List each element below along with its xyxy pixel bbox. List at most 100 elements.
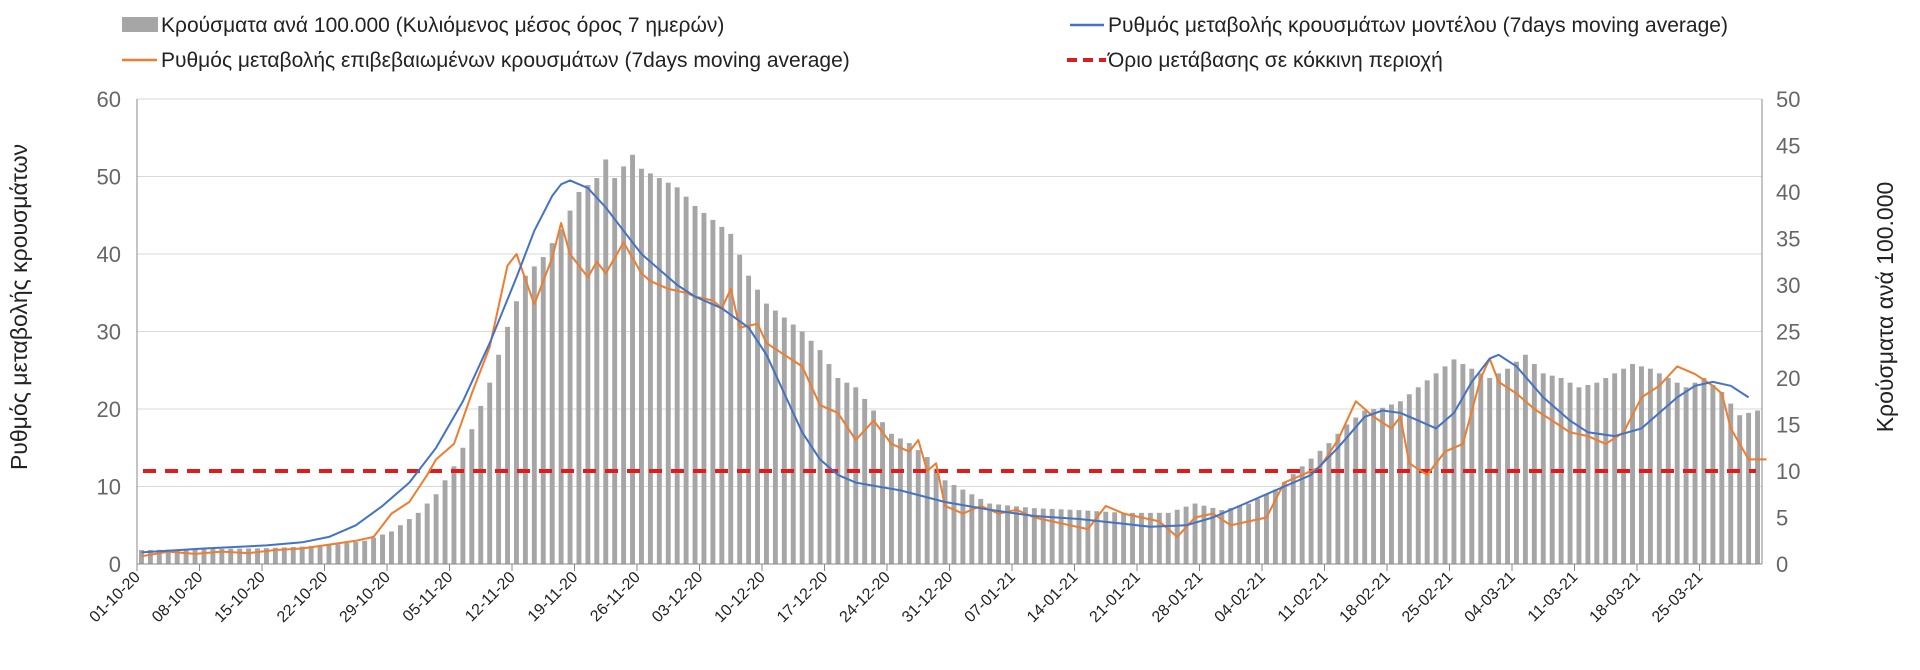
bar xyxy=(371,537,377,564)
bar xyxy=(1121,512,1127,564)
bar xyxy=(192,549,198,564)
bar xyxy=(1505,368,1510,564)
bar xyxy=(451,466,457,564)
bar xyxy=(1701,378,1707,564)
bar xyxy=(1442,366,1448,564)
bar xyxy=(826,364,832,564)
bar xyxy=(156,549,162,564)
confirmed-rate-line xyxy=(141,222,1767,558)
legend-label-bars: Κρούσματα ανά 100.000 (Κυλιόμενος μέσος … xyxy=(161,14,724,37)
x-tick-label: 25-03-21 xyxy=(1649,569,1706,626)
bar xyxy=(1362,410,1368,564)
bar xyxy=(139,550,144,564)
bar xyxy=(862,398,868,564)
bar xyxy=(505,326,510,564)
bar xyxy=(255,548,260,564)
right-tick-label: 35 xyxy=(1776,227,1800,252)
bar xyxy=(397,525,403,564)
bar xyxy=(147,549,153,564)
bar xyxy=(1130,512,1135,564)
bar xyxy=(1397,401,1403,564)
bar xyxy=(1290,474,1296,564)
right-tick-label: 50 xyxy=(1776,87,1800,112)
bar xyxy=(567,210,573,564)
bar xyxy=(344,543,350,564)
bar xyxy=(424,503,430,564)
bar xyxy=(1478,373,1484,564)
bar xyxy=(656,178,662,565)
bar xyxy=(1746,412,1752,564)
bar xyxy=(540,257,546,564)
x-tick-label: 14-01-21 xyxy=(1024,569,1081,626)
bar xyxy=(1014,506,1019,564)
bar xyxy=(915,450,921,564)
x-tick-label: 04-02-21 xyxy=(1212,569,1269,626)
bar xyxy=(1612,373,1618,564)
bar xyxy=(772,310,778,564)
bar xyxy=(1639,366,1644,564)
bar xyxy=(1165,512,1171,564)
bar xyxy=(1451,359,1457,564)
bar xyxy=(219,548,225,564)
x-tick-label: 22-10-20 xyxy=(274,569,331,626)
bar xyxy=(1371,409,1377,564)
x-tick-label: 18-03-21 xyxy=(1587,569,1644,626)
bar xyxy=(1228,507,1234,564)
x-tick-label: 26-11-20 xyxy=(587,569,644,626)
bar xyxy=(1433,373,1439,564)
bar xyxy=(1255,498,1260,564)
bar xyxy=(1201,505,1207,564)
bar xyxy=(719,226,725,564)
bar xyxy=(469,429,475,564)
bar xyxy=(1335,433,1341,564)
bar xyxy=(1567,382,1573,564)
right-tick-label: 15 xyxy=(1776,413,1800,438)
bar xyxy=(460,447,466,564)
bar xyxy=(1710,384,1716,564)
bar xyxy=(790,324,796,564)
bar xyxy=(639,168,644,564)
left-tick-label: 0 xyxy=(109,552,121,577)
bar xyxy=(201,549,207,564)
bar xyxy=(603,159,609,564)
x-tick-label: 11-03-21 xyxy=(1525,569,1582,626)
bar xyxy=(630,154,635,565)
bar xyxy=(1585,384,1591,564)
bar xyxy=(362,540,368,564)
x-tick-label: 24-12-20 xyxy=(837,569,894,626)
bar xyxy=(237,548,243,564)
bar xyxy=(1755,410,1760,564)
bar xyxy=(1389,404,1394,564)
bar xyxy=(1139,512,1144,564)
bar xyxy=(1496,373,1502,564)
bar xyxy=(1272,489,1278,564)
x-tick-label: 03-12-20 xyxy=(649,569,706,626)
bar xyxy=(290,546,296,564)
right-tick-label: 45 xyxy=(1776,134,1800,159)
bar xyxy=(1692,382,1698,564)
bar xyxy=(1531,364,1537,564)
bar xyxy=(1576,387,1582,564)
bar xyxy=(389,531,394,564)
bar xyxy=(335,544,341,564)
x-tick-label: 31-12-20 xyxy=(899,569,956,626)
left-tick-label: 40 xyxy=(97,242,121,267)
left-tick-label: 20 xyxy=(97,397,121,422)
bar xyxy=(1031,508,1037,564)
legend: Κρούσματα ανά 100.000 (Κυλιόμενος μέσος … xyxy=(122,14,1728,72)
bar xyxy=(264,548,269,564)
x-tick-label: 25-02-21 xyxy=(1399,569,1456,626)
bar xyxy=(960,489,966,564)
bar xyxy=(987,503,993,564)
bar xyxy=(299,546,305,564)
bar xyxy=(272,547,278,564)
x-tick-label: 01-10-20 xyxy=(87,569,144,626)
left-axis-title: Ρυθμός μεταβολής κρουσμάτων xyxy=(6,144,32,470)
bar xyxy=(522,275,528,564)
bar xyxy=(210,548,216,564)
bar xyxy=(942,480,948,564)
bar xyxy=(692,205,698,564)
line-series xyxy=(141,179,1767,558)
bar xyxy=(1147,512,1153,564)
bar xyxy=(844,382,850,564)
